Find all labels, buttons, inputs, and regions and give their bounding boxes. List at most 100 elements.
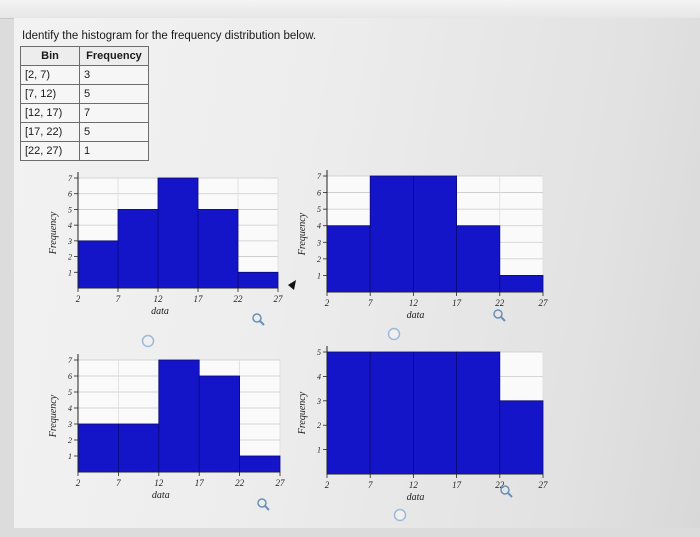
x-axis-label: data <box>407 310 425 321</box>
x-tick-label: 27 <box>539 480 549 490</box>
y-tick-label: 3 <box>67 237 72 246</box>
frequency-cell: 7 <box>79 103 149 123</box>
histogram-bar <box>77 423 119 473</box>
histogram-bar <box>158 359 200 473</box>
frequency-cell: 1 <box>79 141 149 161</box>
browser-top-bar <box>0 0 700 19</box>
y-tick-label: 3 <box>67 420 72 429</box>
y-tick-label: 2 <box>68 253 72 262</box>
x-tick-label: 7 <box>368 298 373 308</box>
y-tick-label: 1 <box>317 446 321 455</box>
magnifier-icon[interactable] <box>257 498 271 517</box>
histogram-bar <box>117 209 159 289</box>
x-tick-label: 17 <box>452 480 462 490</box>
x-tick-label: 17 <box>194 294 204 304</box>
histogram-option-d: 1 2 3 4 5 2 7 12 17 22 27 data Frequency <box>275 344 548 529</box>
histogram-option-c: 1 2 3 4 5 6 7 2 7 12 17 22 27 data Frequency <box>26 352 285 537</box>
y-axis-label: Frequency <box>297 212 308 256</box>
magnifier-icon[interactable] <box>493 309 507 328</box>
x-tick-label: 7 <box>116 478 121 488</box>
histogram-bar <box>197 209 239 289</box>
cursor-arrow-icon <box>288 277 298 295</box>
frequency-table: Bin Frequency [2, 7) 3 [7, 12) 5 [12, 17… <box>20 46 149 161</box>
histogram-bar <box>456 351 501 475</box>
histogram-bar <box>157 177 199 289</box>
x-axis-label: data <box>152 490 170 501</box>
x-tick-label: 27 <box>539 298 549 308</box>
histogram-bar <box>369 175 414 293</box>
bin-cell: [17, 22) <box>20 122 80 142</box>
table-row: [17, 22) 5 <box>20 122 149 142</box>
x-tick-label: 2 <box>76 478 81 488</box>
y-tick-label: 4 <box>68 404 72 413</box>
y-tick-label: 5 <box>317 205 321 214</box>
x-tick-label: 22 <box>495 298 505 308</box>
histogram-bar <box>326 351 371 475</box>
y-tick-label: 1 <box>317 271 321 280</box>
frequency-cell: 5 <box>79 122 149 142</box>
x-tick-label: 22 <box>234 294 244 304</box>
table-row: [2, 7) 3 <box>20 65 149 85</box>
y-tick-label: 3 <box>316 238 321 247</box>
y-tick-label: 3 <box>316 397 321 406</box>
y-tick-label: 4 <box>68 221 72 230</box>
histogram-bar <box>369 351 414 475</box>
y-tick-label: 7 <box>68 356 73 365</box>
x-axis-label: data <box>407 492 425 503</box>
y-tick-label: 4 <box>317 372 321 381</box>
y-tick-label: 1 <box>68 268 72 277</box>
y-axis-label: Frequency <box>297 391 308 435</box>
y-axis-label: Frequency <box>48 394 59 438</box>
bin-cell: [22, 27) <box>20 141 80 161</box>
y-tick-label: 6 <box>68 372 72 381</box>
x-axis-label: data <box>151 306 169 317</box>
y-tick-label: 6 <box>68 190 72 199</box>
x-tick-label: 22 <box>495 480 505 490</box>
table-row: [22, 27) 1 <box>20 141 149 161</box>
y-tick-label: 4 <box>317 222 321 231</box>
histogram-bar <box>499 400 544 475</box>
column-header-bin: Bin <box>20 46 80 66</box>
x-tick-label: 12 <box>409 298 419 308</box>
x-tick-label: 22 <box>235 478 245 488</box>
magnifier-icon[interactable] <box>500 485 514 504</box>
x-tick-label: 27 <box>276 478 286 488</box>
frequency-cell: 5 <box>79 84 149 104</box>
column-header-frequency: Frequency <box>79 46 149 66</box>
table-row: [7, 12) 5 <box>20 84 149 104</box>
y-tick-label: 1 <box>68 452 72 461</box>
radio-circle-icon[interactable] <box>393 508 407 527</box>
histogram-bar <box>198 375 240 473</box>
frequency-cell: 3 <box>79 65 149 85</box>
histogram-bar <box>456 225 501 293</box>
radio-circle-icon[interactable] <box>387 327 401 346</box>
x-tick-label: 17 <box>195 478 205 488</box>
radio-circle-icon[interactable] <box>141 334 155 353</box>
histogram-bar <box>412 351 457 475</box>
histogram-bar <box>499 275 544 293</box>
histogram-option-b: 1 2 3 4 5 6 7 2 7 12 17 22 27 data Frequency <box>275 168 548 353</box>
y-tick-label: 5 <box>68 388 72 397</box>
y-tick-label: 6 <box>317 189 321 198</box>
bin-cell: [2, 7) <box>20 65 80 85</box>
y-tick-label: 2 <box>68 436 72 445</box>
table-row: [12, 17) 7 <box>20 103 149 123</box>
question-text: Identify the histogram for the frequency… <box>22 30 317 42</box>
x-tick-label: 7 <box>368 480 373 490</box>
x-tick-label: 2 <box>325 480 330 490</box>
x-tick-label: 17 <box>452 298 462 308</box>
table-header-row: Bin Frequency <box>20 46 149 66</box>
bin-cell: [7, 12) <box>20 84 80 104</box>
magnifier-icon[interactable] <box>252 313 266 332</box>
y-tick-label: 7 <box>317 172 322 181</box>
histogram-bar <box>326 225 371 293</box>
x-tick-label: 2 <box>76 294 81 304</box>
y-axis-label: Frequency <box>48 211 59 255</box>
x-tick-label: 12 <box>154 478 164 488</box>
x-tick-label: 12 <box>409 480 419 490</box>
histogram-bar <box>237 271 279 289</box>
